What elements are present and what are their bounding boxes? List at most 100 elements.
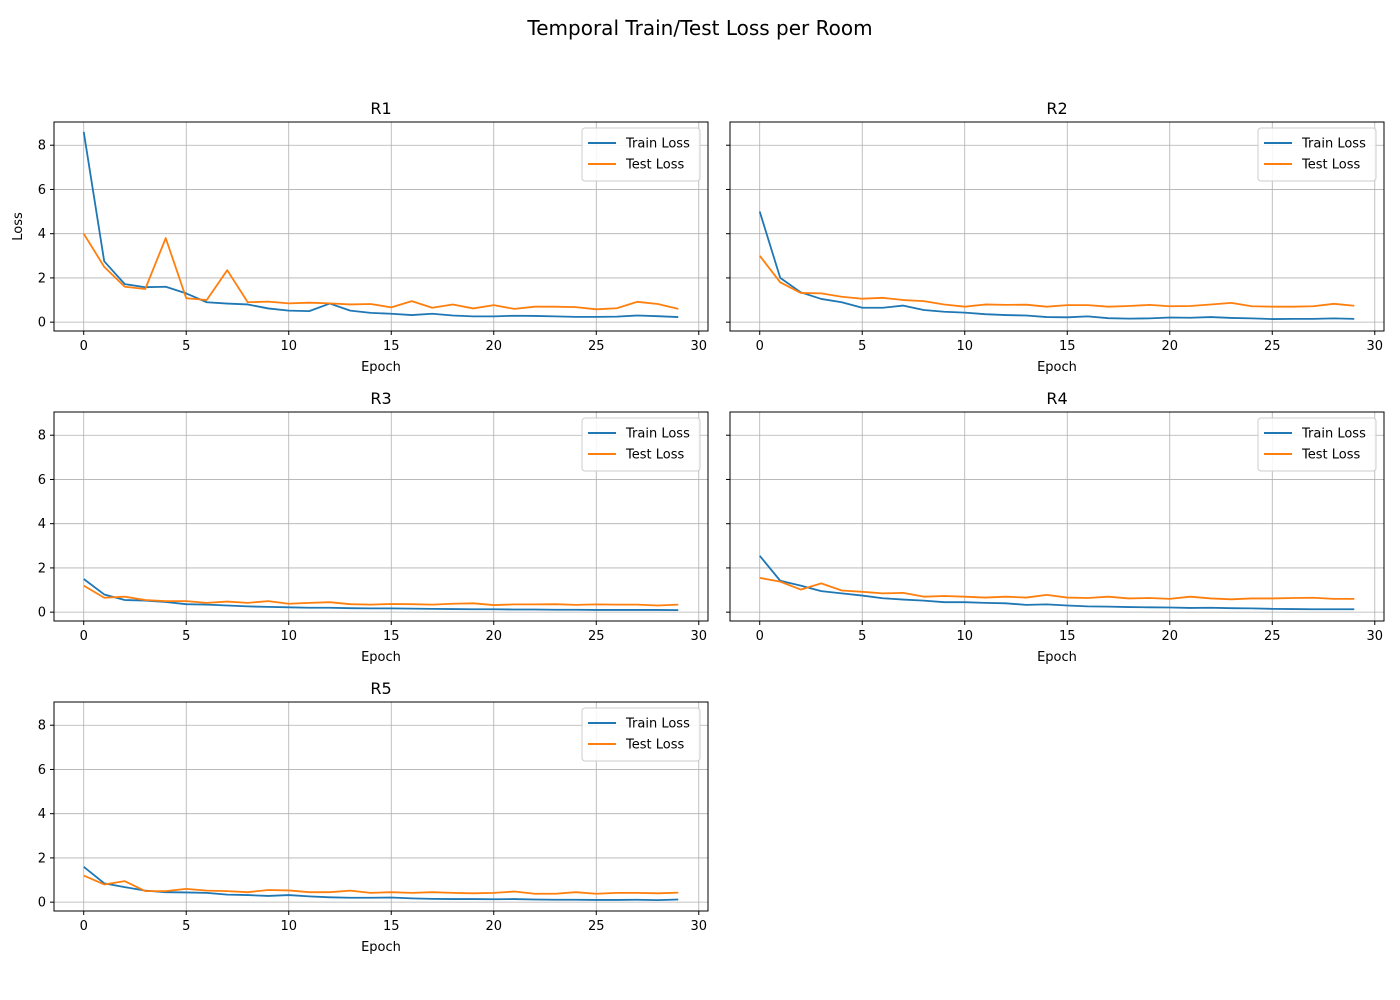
axes-frame <box>729 121 1385 332</box>
x-tick-label: 0 <box>80 629 88 644</box>
subplot-r1: R1 0 5 10 15 20 25 30 0 2 4 6 8 Epoch Loss Train Loss Te… <box>11 99 709 375</box>
x-axis-label: Epoch <box>1037 360 1077 375</box>
legend-box <box>1257 417 1377 472</box>
series-line-test <box>759 576 1355 601</box>
x-tick-label: 20 <box>1161 629 1178 644</box>
x-tick-label: 5 <box>858 339 866 354</box>
x-tick-label: 25 <box>1264 629 1281 644</box>
subplot-title: R4 <box>1046 389 1067 408</box>
y-tick-label: 6 <box>38 763 46 778</box>
subplot-title: R1 <box>370 99 391 118</box>
y-axis-label: Loss <box>11 212 26 241</box>
x-tick-label: 20 <box>485 629 502 644</box>
series-line-train <box>82 131 679 318</box>
y-tick-label: 2 <box>38 271 46 286</box>
y-tick-label: 8 <box>38 719 46 734</box>
legend: Train Loss Test Loss <box>1257 417 1377 472</box>
y-tick-label: 8 <box>38 429 46 444</box>
x-tick-label: 15 <box>383 629 400 644</box>
subplot-title: R2 <box>1046 99 1067 118</box>
y-tick-label: 4 <box>38 517 46 532</box>
legend: Train Loss Test Loss <box>581 417 701 472</box>
legend-label-train: Train Loss <box>625 717 690 732</box>
subplot-r5: R5 0 5 10 15 20 25 30 0 2 4 6 8 Epoch Train Loss Test L… <box>38 679 709 955</box>
y-tick-label: 4 <box>38 227 46 242</box>
x-tick-label: 25 <box>588 919 605 934</box>
x-tick-label: 15 <box>383 919 400 934</box>
x-axis-label: Epoch <box>361 360 401 375</box>
legend-label-train: Train Loss <box>625 427 690 442</box>
x-tick-label: 20 <box>1161 339 1178 354</box>
y-tick-label: 2 <box>38 851 46 866</box>
x-tick-label: 0 <box>756 629 764 644</box>
legend-label-train: Train Loss <box>625 137 690 152</box>
legend-label-test: Test Loss <box>1301 158 1360 173</box>
axes-frame <box>53 701 709 912</box>
legend-label-train: Train Loss <box>1301 137 1366 152</box>
legend-box <box>581 127 701 182</box>
x-tick-label: 15 <box>1059 629 1076 644</box>
legend-box <box>581 707 701 762</box>
legend-label-test: Test Loss <box>625 448 684 463</box>
x-tick-label: 30 <box>691 629 708 644</box>
legend: Train Loss Test Loss <box>581 127 701 182</box>
series-line-train <box>83 578 679 612</box>
series-line-train <box>759 555 1355 611</box>
legend-label-test: Test Loss <box>625 738 684 753</box>
x-tick-label: 5 <box>182 339 190 354</box>
x-tick-label: 5 <box>858 629 866 644</box>
x-tick-label: 30 <box>1367 629 1384 644</box>
subplot-r2: R2 0 5 10 15 20 25 30 Epoch Train Loss Test Loss <box>726 99 1385 375</box>
x-tick-label: 10 <box>280 629 297 644</box>
figure-title: Temporal Train/Test Loss per Room <box>526 16 872 40</box>
y-tick-label: 0 <box>38 896 46 911</box>
x-tick-label: 20 <box>485 919 502 934</box>
x-axis-label: Epoch <box>361 650 401 665</box>
y-tick-label: 6 <box>38 183 46 198</box>
x-axis-label: Epoch <box>361 940 401 955</box>
x-tick-label: 5 <box>182 629 190 644</box>
x-tick-label: 25 <box>588 339 605 354</box>
subplot-title: R3 <box>370 389 391 408</box>
x-tick-label: 15 <box>1059 339 1076 354</box>
y-tick-label: 4 <box>38 807 46 822</box>
x-tick-label: 10 <box>280 919 297 934</box>
x-tick-label: 20 <box>485 339 502 354</box>
x-tick-label: 0 <box>80 919 88 934</box>
x-axis-label: Epoch <box>1037 650 1077 665</box>
x-tick-label: 15 <box>383 339 400 354</box>
subplot-r4: R4 0 5 10 15 20 25 30 Epoch Train Loss Test Loss <box>726 389 1385 665</box>
series-line-test <box>83 584 679 607</box>
y-tick-label: 8 <box>38 139 46 154</box>
legend-box <box>581 417 701 472</box>
x-tick-label: 30 <box>691 919 708 934</box>
x-tick-label: 10 <box>956 629 973 644</box>
x-tick-label: 30 <box>691 339 708 354</box>
x-tick-label: 30 <box>1367 339 1384 354</box>
x-tick-label: 5 <box>182 919 190 934</box>
legend-box <box>1257 127 1377 182</box>
series-line-test <box>83 874 679 895</box>
series-line-test <box>759 255 1355 308</box>
legend: Train Loss Test Loss <box>581 707 701 762</box>
x-tick-label: 25 <box>1264 339 1281 354</box>
y-tick-label: 6 <box>38 473 46 488</box>
subplot-r3: R3 0 5 10 15 20 25 30 0 2 4 6 8 Epoch Train Loss Test L… <box>38 389 709 665</box>
x-tick-label: 0 <box>756 339 764 354</box>
axes-frame <box>729 411 1385 622</box>
legend-label-train: Train Loss <box>1301 427 1366 442</box>
axes-frame <box>53 411 709 622</box>
series-line-train <box>83 866 679 902</box>
legend: Train Loss Test Loss <box>1257 127 1377 182</box>
y-tick-label: 0 <box>38 316 46 331</box>
y-tick-label: 2 <box>38 561 46 576</box>
axes-frame <box>53 121 709 332</box>
y-tick-label: 0 <box>38 606 46 621</box>
x-tick-label: 10 <box>280 339 297 354</box>
legend-label-test: Test Loss <box>625 158 684 173</box>
series-line-train <box>758 211 1355 320</box>
series-line-test <box>82 233 679 311</box>
legend-label-test: Test Loss <box>1301 448 1360 463</box>
